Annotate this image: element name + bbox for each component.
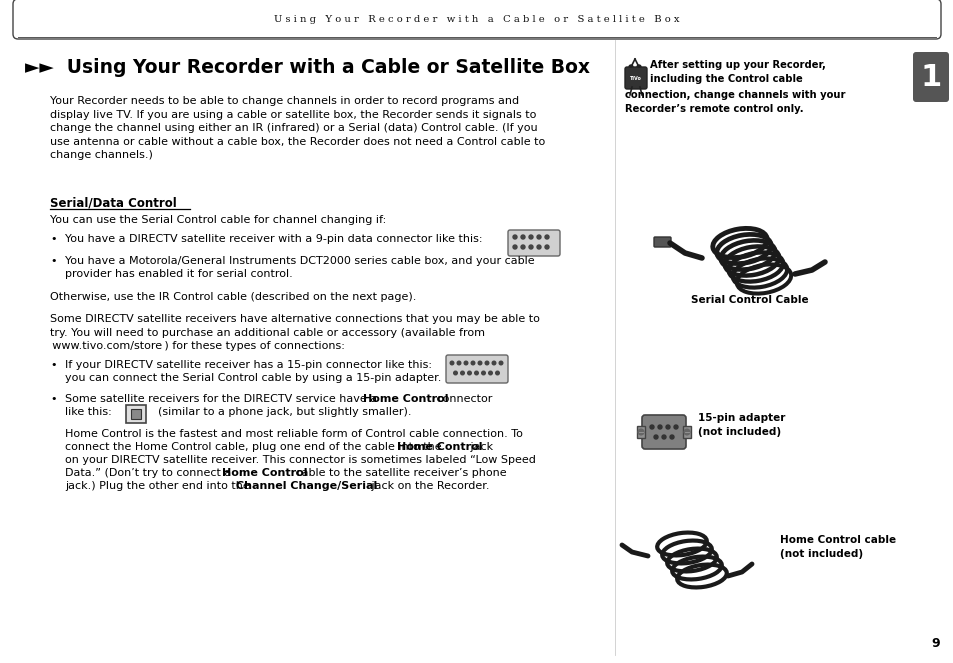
Text: cable to the satellite receiver’s phone: cable to the satellite receiver’s phone bbox=[292, 468, 506, 478]
Text: 9: 9 bbox=[930, 637, 939, 650]
Circle shape bbox=[498, 361, 502, 365]
Text: If your DIRECTV satellite receiver has a 15-pin connector like this:: If your DIRECTV satellite receiver has a… bbox=[65, 360, 432, 370]
FancyBboxPatch shape bbox=[637, 426, 644, 438]
Circle shape bbox=[477, 361, 481, 365]
Circle shape bbox=[537, 235, 540, 239]
Circle shape bbox=[485, 361, 488, 365]
Text: (not included): (not included) bbox=[698, 427, 781, 437]
Text: connection, change channels with your: connection, change channels with your bbox=[624, 90, 844, 100]
Text: Home Control: Home Control bbox=[222, 468, 307, 478]
Text: Recorder’s remote control only.: Recorder’s remote control only. bbox=[624, 104, 802, 114]
Text: You can use the Serial Control cable for channel changing if:: You can use the Serial Control cable for… bbox=[50, 215, 386, 225]
FancyBboxPatch shape bbox=[912, 52, 948, 102]
Text: provider has enabled it for serial control.: provider has enabled it for serial contr… bbox=[65, 269, 293, 279]
Circle shape bbox=[456, 361, 460, 365]
Circle shape bbox=[513, 235, 517, 239]
Text: U s i n g   Y o u r   R e c o r d e r   w i t h   a   C a b l e   o r   S a t e : U s i n g Y o u r R e c o r d e r w i t … bbox=[274, 15, 679, 23]
Text: like this:: like this: bbox=[65, 407, 112, 417]
Text: •: • bbox=[50, 234, 56, 244]
Circle shape bbox=[683, 429, 689, 435]
Text: Home Control: Home Control bbox=[396, 442, 482, 452]
Circle shape bbox=[544, 235, 548, 239]
Circle shape bbox=[467, 371, 471, 375]
Text: Home Control is the fastest and most reliable form of Control cable connection. : Home Control is the fastest and most rel… bbox=[65, 429, 522, 439]
Circle shape bbox=[529, 235, 533, 239]
Text: jack on the Recorder.: jack on the Recorder. bbox=[368, 481, 489, 491]
Text: Your Recorder needs to be able to change channels in order to record programs an: Your Recorder needs to be able to change… bbox=[50, 96, 545, 160]
Text: Data.” (Don’t try to connect a: Data.” (Don’t try to connect a bbox=[65, 468, 234, 478]
Text: Home Control: Home Control bbox=[363, 394, 448, 404]
Circle shape bbox=[637, 65, 640, 69]
Circle shape bbox=[520, 235, 524, 239]
Text: Some DIRECTV satellite receivers have alternative connections that you may be ab: Some DIRECTV satellite receivers have al… bbox=[50, 314, 539, 351]
Text: Serial/Data Control: Serial/Data Control bbox=[50, 196, 176, 209]
Circle shape bbox=[654, 435, 658, 439]
Text: Otherwise, use the IR Control cable (described on the next page).: Otherwise, use the IR Control cable (des… bbox=[50, 292, 416, 302]
Circle shape bbox=[661, 435, 665, 439]
Text: jack: jack bbox=[467, 442, 493, 452]
Text: After setting up your Recorder,: After setting up your Recorder, bbox=[649, 60, 825, 70]
Text: ►►  Using Your Recorder with a Cable or Satellite Box: ►► Using Your Recorder with a Cable or S… bbox=[25, 58, 589, 77]
Text: connector: connector bbox=[433, 394, 492, 404]
Text: (similar to a phone jack, but slightly smaller).: (similar to a phone jack, but slightly s… bbox=[151, 407, 411, 417]
Circle shape bbox=[513, 245, 517, 249]
Circle shape bbox=[673, 425, 678, 429]
Circle shape bbox=[488, 371, 492, 375]
FancyBboxPatch shape bbox=[507, 230, 559, 256]
Text: 1: 1 bbox=[920, 62, 941, 91]
Circle shape bbox=[658, 425, 661, 429]
Text: (not included): (not included) bbox=[780, 549, 862, 559]
Circle shape bbox=[537, 245, 540, 249]
Circle shape bbox=[492, 361, 496, 365]
FancyBboxPatch shape bbox=[126, 405, 146, 423]
Circle shape bbox=[649, 425, 654, 429]
Text: Serial Control Cable: Serial Control Cable bbox=[691, 295, 808, 305]
FancyBboxPatch shape bbox=[654, 237, 670, 247]
Text: connect the Home Control cable, plug one end of the cable into the: connect the Home Control cable, plug one… bbox=[65, 442, 445, 452]
Text: jack.) Plug the other end into the: jack.) Plug the other end into the bbox=[65, 481, 253, 491]
Text: •: • bbox=[50, 360, 56, 370]
Text: Some satellite receivers for the DIRECTV service have a: Some satellite receivers for the DIRECTV… bbox=[65, 394, 380, 404]
Text: you can connect the Serial Control cable by using a 15-pin adapter.: you can connect the Serial Control cable… bbox=[65, 373, 441, 383]
Circle shape bbox=[669, 435, 673, 439]
Circle shape bbox=[454, 371, 456, 375]
Circle shape bbox=[638, 429, 643, 435]
FancyBboxPatch shape bbox=[682, 426, 690, 438]
Circle shape bbox=[544, 245, 548, 249]
Text: Channel Change/Serial: Channel Change/Serial bbox=[235, 481, 376, 491]
Text: You have a DIRECTV satellite receiver with a 9-pin data connector like this:: You have a DIRECTV satellite receiver wi… bbox=[65, 234, 482, 244]
Text: on your DIRECTV satellite receiver. This connector is sometimes labeled “Low Spe: on your DIRECTV satellite receiver. This… bbox=[65, 455, 536, 465]
Text: You have a Motorola/General Instruments DCT2000 series cable box, and your cable: You have a Motorola/General Instruments … bbox=[65, 256, 534, 266]
Text: •: • bbox=[50, 256, 56, 266]
Text: 15-pin adapter: 15-pin adapter bbox=[698, 413, 784, 423]
Circle shape bbox=[481, 371, 485, 375]
Circle shape bbox=[628, 65, 633, 69]
Text: including the Control cable: including the Control cable bbox=[649, 74, 801, 84]
Circle shape bbox=[450, 361, 454, 365]
Circle shape bbox=[529, 245, 533, 249]
Text: •: • bbox=[50, 394, 56, 404]
Circle shape bbox=[464, 361, 467, 365]
FancyBboxPatch shape bbox=[624, 67, 646, 89]
Circle shape bbox=[471, 361, 475, 365]
Circle shape bbox=[460, 371, 464, 375]
Text: Home Control cable: Home Control cable bbox=[780, 535, 895, 545]
Circle shape bbox=[496, 371, 498, 375]
FancyBboxPatch shape bbox=[131, 409, 141, 419]
FancyBboxPatch shape bbox=[446, 355, 507, 383]
Circle shape bbox=[665, 425, 669, 429]
FancyBboxPatch shape bbox=[13, 0, 940, 39]
Circle shape bbox=[475, 371, 477, 375]
Circle shape bbox=[520, 245, 524, 249]
Text: TiVo: TiVo bbox=[629, 76, 641, 80]
FancyBboxPatch shape bbox=[641, 415, 685, 449]
